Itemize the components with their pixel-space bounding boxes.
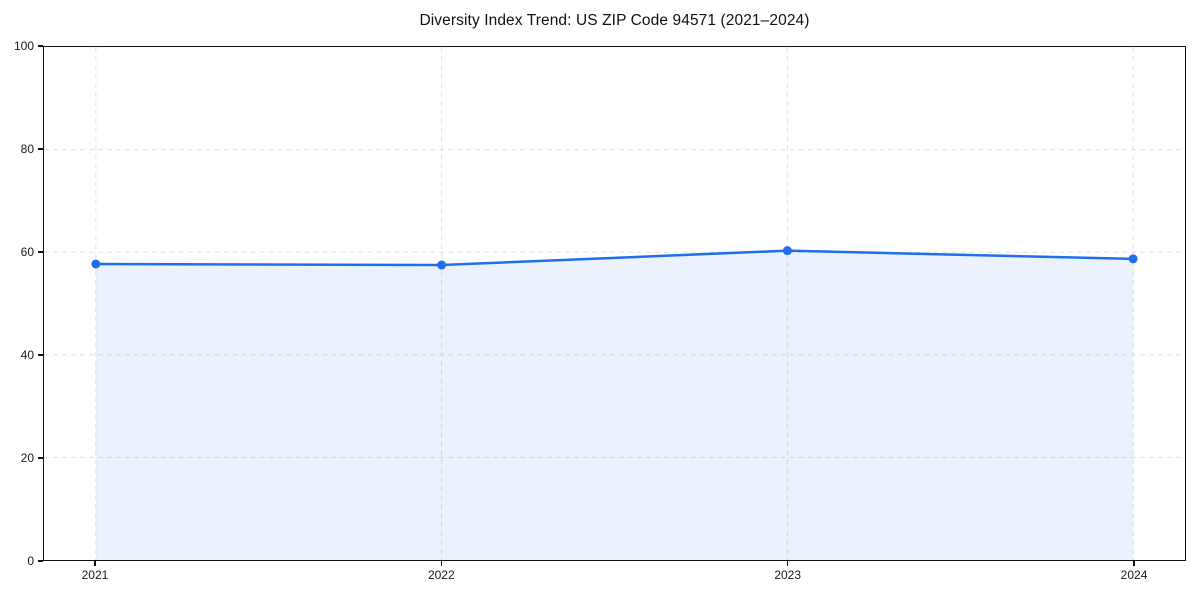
y-tick-mark <box>38 251 43 253</box>
x-tick-mark <box>786 561 789 566</box>
x-tick-label: 2023 <box>774 568 802 582</box>
y-tick-label: 100 <box>13 39 34 53</box>
x-tick-mark <box>1133 561 1135 566</box>
x-tick-mark <box>94 561 96 566</box>
y-tick-mark <box>38 457 43 459</box>
y-tick-label: 40 <box>20 348 34 362</box>
x-tick-label: 2021 <box>81 568 109 582</box>
x-tick-label: 2024 <box>1120 568 1148 582</box>
y-tick-mark <box>38 560 43 562</box>
area-fill <box>95 250 1134 560</box>
data-point-marker <box>91 259 101 269</box>
y-tick-label: 0 <box>27 554 34 568</box>
plot-area <box>43 46 1186 561</box>
line-area-chart-canvas <box>44 47 1185 560</box>
y-tick-mark <box>38 45 43 47</box>
x-tick-label: 2022 <box>427 568 455 582</box>
y-tick-mark <box>38 354 43 356</box>
y-tick-mark <box>38 148 43 150</box>
data-point-marker <box>782 246 792 256</box>
y-tick-label: 80 <box>20 142 34 156</box>
data-point-marker <box>437 260 447 270</box>
x-tick-mark <box>440 561 443 566</box>
y-tick-label: 60 <box>20 245 34 259</box>
trend-line <box>94 249 1135 267</box>
data-point-marker <box>1128 254 1138 264</box>
y-tick-label: 20 <box>20 451 34 465</box>
chart-title: Diversity Index Trend: US ZIP Code 94571… <box>419 12 810 29</box>
